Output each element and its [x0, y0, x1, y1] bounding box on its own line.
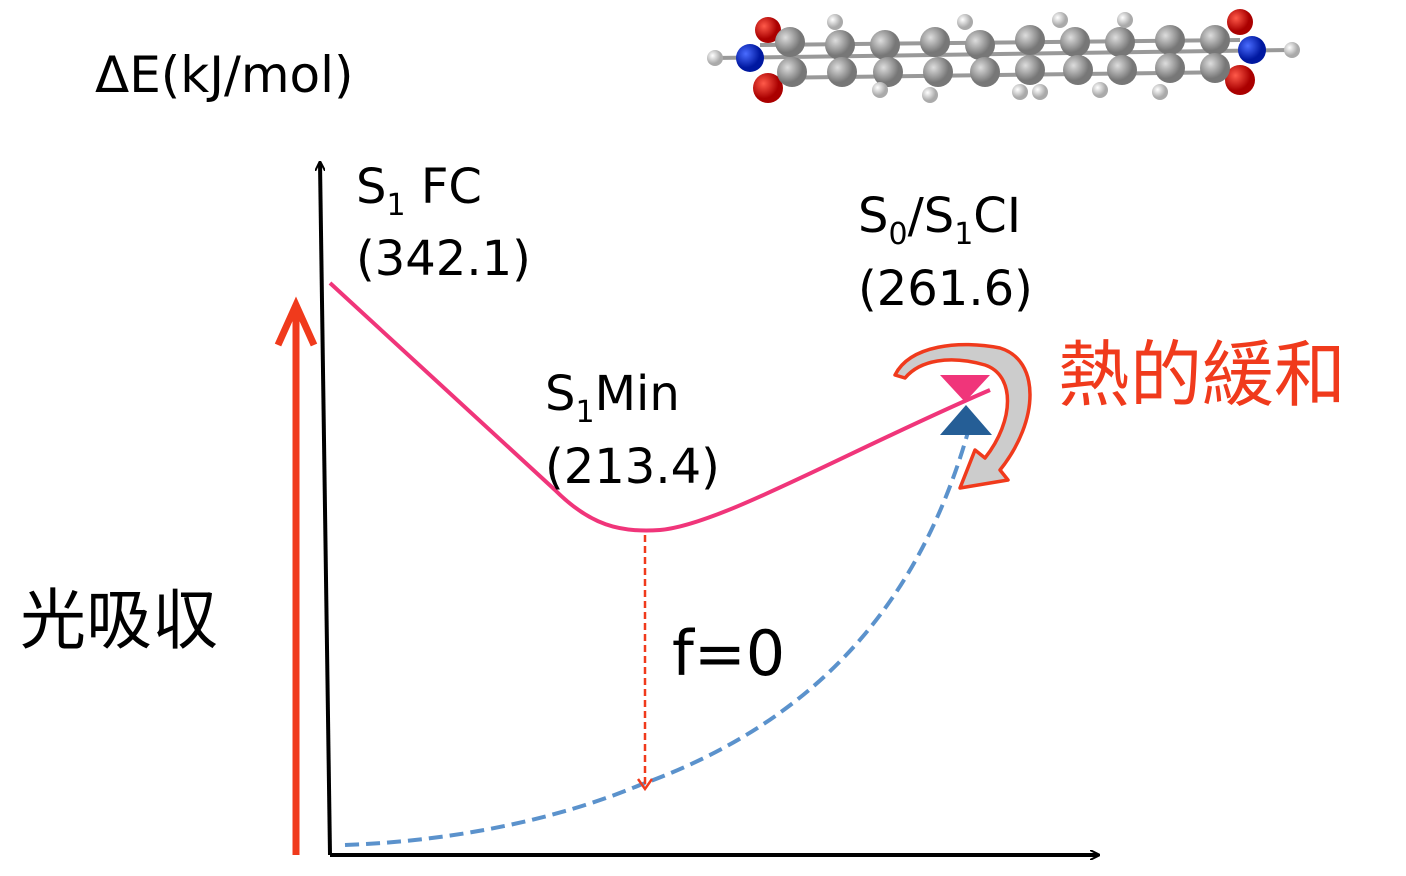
name-sub: 1	[575, 395, 594, 430]
name-part: FC	[406, 159, 482, 215]
relaxation-label: 熱的緩和	[1058, 333, 1346, 417]
point-energy: (261.6)	[858, 261, 1033, 317]
name-sub: 1	[954, 217, 973, 252]
absorption-label: 光吸収	[20, 582, 218, 659]
point-energy: (213.4)	[545, 439, 720, 495]
point-name: S1 FC	[356, 159, 482, 223]
ci-marker-top	[940, 375, 990, 402]
point-name: S1Min	[545, 366, 680, 430]
point-name: S0/S1CI	[858, 188, 1021, 252]
diagram: ΔE(kJ/mol) S1 FC (342.1) S1Min (213.4) S…	[0, 0, 1406, 876]
name-part: Min	[595, 366, 680, 422]
axis-label: ΔE(kJ/mol)	[95, 46, 354, 104]
y-axis	[320, 163, 330, 855]
point-energy: (342.1)	[356, 231, 531, 287]
name-part: /S	[908, 188, 955, 244]
name-part: S	[356, 159, 386, 215]
name-part: S	[545, 366, 575, 422]
name-part: S	[858, 188, 888, 244]
molecule	[707, 9, 1300, 103]
name-sub: 1	[386, 188, 405, 223]
name-sub: 0	[888, 217, 907, 252]
name-part: CI	[973, 188, 1021, 244]
oscillator-label: f=0	[672, 617, 785, 690]
